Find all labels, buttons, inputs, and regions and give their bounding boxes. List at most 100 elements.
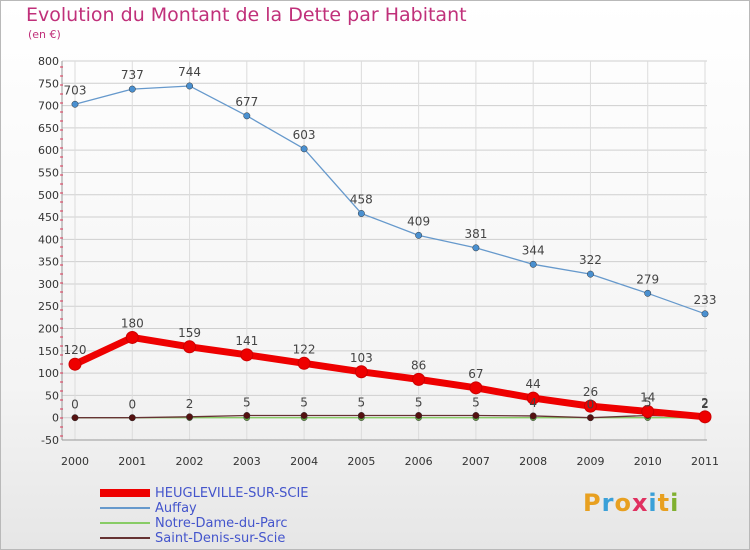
x-tick-label: 2004	[290, 455, 318, 468]
data-point	[415, 231, 423, 239]
data-point	[583, 399, 597, 413]
logo-letter: x	[631, 489, 649, 517]
data-point	[128, 414, 136, 422]
data-label: 120	[64, 343, 87, 357]
data-label: 159	[178, 326, 201, 340]
data-point	[354, 365, 368, 379]
chart-title: Evolution du Montant de la Dette par Hab…	[26, 4, 467, 26]
data-label: 26	[583, 385, 598, 399]
x-tick-label: 2006	[405, 455, 433, 468]
data-point	[587, 270, 594, 278]
data-point	[183, 340, 197, 354]
legend-label: Notre-Dame-du-Parc	[155, 516, 288, 531]
legend-label: Auffay	[155, 501, 197, 516]
data-point	[698, 410, 712, 424]
data-point	[412, 372, 426, 386]
y-tick-label: 800	[38, 55, 59, 68]
data-label: 279	[636, 272, 659, 286]
proxiti-logo: Proxiti	[583, 489, 679, 517]
series-line-3	[75, 414, 706, 419]
data-point	[469, 381, 483, 395]
chart-subtitle: (en €)	[28, 28, 61, 41]
data-label: 2	[701, 397, 709, 411]
logo-letter: i	[670, 489, 680, 517]
data-point	[415, 412, 423, 419]
y-tick-label: 550	[38, 166, 59, 179]
data-label: 0	[128, 398, 136, 412]
data-label: 14	[640, 390, 655, 404]
data-point	[587, 414, 594, 422]
legend-label: Saint-Denis-sur-Scie	[155, 531, 286, 546]
x-tick-label: 2010	[634, 455, 662, 468]
data-point	[357, 210, 365, 217]
data-label: 103	[350, 351, 373, 365]
data-label: 737	[121, 68, 144, 82]
y-tick-label: 400	[38, 233, 59, 246]
x-tick-label: 2003	[233, 455, 261, 468]
data-label: 67	[468, 367, 483, 381]
logo-letter: P	[583, 489, 602, 517]
data-point	[71, 100, 79, 108]
data-point	[71, 414, 79, 422]
data-point	[526, 391, 540, 405]
data-label: 5	[243, 395, 251, 409]
data-point	[300, 145, 308, 153]
legend-swatch	[100, 507, 150, 509]
data-point	[644, 289, 652, 297]
data-label: 322	[579, 253, 602, 267]
series-line-0	[73, 333, 706, 421]
x-tick-label: 2002	[176, 455, 204, 468]
data-point	[529, 260, 537, 268]
data-label: 381	[464, 227, 487, 241]
series-line-1	[74, 85, 706, 315]
y-tick-label: 450	[38, 211, 59, 224]
data-label: 677	[235, 95, 258, 109]
data-label: 86	[411, 358, 426, 372]
data-point	[243, 412, 251, 419]
data-point	[240, 348, 254, 362]
x-tick-label: 2005	[347, 455, 375, 468]
data-label: 2	[701, 396, 709, 410]
data-label: 4	[529, 396, 537, 410]
y-tick-label: 300	[38, 278, 59, 291]
y-tick-label: 750	[38, 77, 59, 90]
logo-letter: r	[601, 489, 615, 517]
data-point	[243, 112, 251, 120]
data-label: 5	[300, 395, 308, 409]
data-labels: 703 737 744 677 603 458 409 381 344 322 279 233 120 1…	[64, 65, 717, 412]
data-point	[357, 412, 365, 419]
y-tick-label: 500	[38, 189, 59, 202]
data-label: 141	[235, 334, 258, 348]
y-tick-label: 700	[38, 100, 59, 113]
legend-label: HEUGLEVILLE-SUR-SCIE	[155, 486, 309, 501]
axes: -500501001502002503003504004505005506006…	[38, 55, 719, 468]
data-label: 180	[121, 316, 144, 330]
data-label: 2	[186, 397, 194, 411]
logo-letter: t	[657, 489, 671, 517]
data-label: 233	[694, 293, 717, 307]
data-label: 0	[71, 398, 79, 412]
data-point	[68, 357, 82, 371]
data-label: 5	[415, 395, 423, 409]
data-point	[186, 82, 193, 90]
logo-letter: o	[614, 489, 632, 517]
y-tick-label: 350	[38, 256, 59, 269]
y-tick-label: 200	[38, 323, 59, 336]
y-tick-label: 0	[52, 412, 59, 425]
y-tick-label: 650	[38, 122, 59, 135]
data-label: 344	[522, 243, 545, 257]
grid	[62, 60, 707, 441]
y-tick-label: 150	[38, 345, 59, 358]
data-point	[472, 244, 480, 252]
data-label: 703	[64, 83, 87, 97]
data-point	[472, 412, 480, 419]
series-lines	[68, 82, 712, 424]
x-tick-label: 2009	[576, 455, 604, 468]
data-label: 122	[293, 342, 316, 356]
x-tick-label: 2001	[118, 455, 146, 468]
x-tick-label: 2008	[519, 455, 547, 468]
logo-letter: i	[648, 489, 658, 517]
data-label: 409	[407, 214, 430, 228]
data-label: 0	[587, 398, 595, 412]
